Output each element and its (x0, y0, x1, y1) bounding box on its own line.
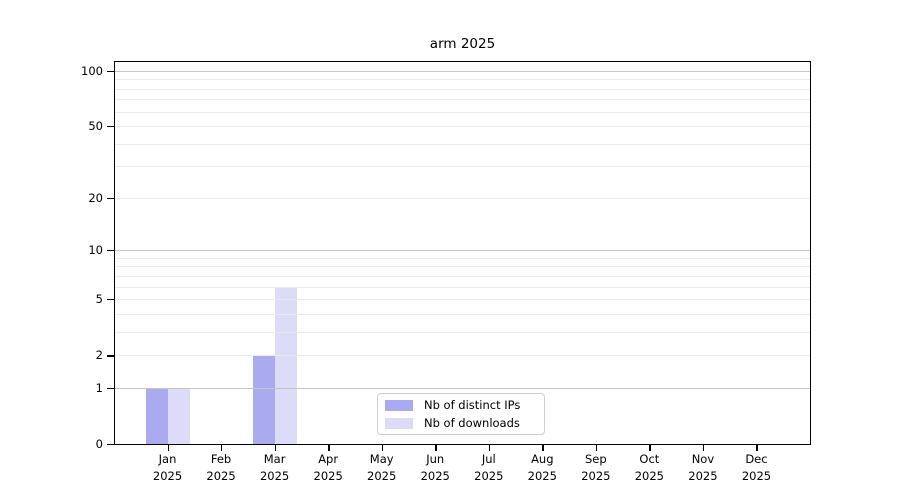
gridline-major (115, 70, 810, 72)
gridline-minor (115, 299, 810, 301)
legend-entry-downloads: Nb of downloads (385, 414, 544, 432)
y-tick-label: 0 (95, 437, 103, 451)
y-axis-tick (107, 126, 114, 128)
y-tick-label: 5 (95, 292, 103, 307)
gridline-minor (115, 355, 810, 357)
x-axis-tick (221, 445, 223, 451)
x-tick-label-year: 2025 (688, 468, 718, 483)
x-axis-tick (328, 445, 330, 451)
y-axis-tick (107, 299, 114, 301)
x-axis-tick (274, 445, 276, 451)
bar-nb-of-downloads-jan (167, 387, 190, 444)
x-axis-tick (488, 445, 491, 451)
bar-nb-of-distinct-ips-mar (252, 355, 275, 444)
y-tick-label: 20 (88, 190, 103, 205)
x-axis-tick (542, 445, 544, 451)
gridline-major (115, 387, 810, 389)
x-tick-label-year: 2025 (367, 468, 397, 483)
x-tick-label: Feb 2025 (193, 451, 249, 484)
y-axis-tick (107, 355, 114, 357)
gridline-minor (115, 126, 810, 127)
x-tick-label: Aug 2025 (514, 451, 570, 484)
y-axis-tick (107, 387, 114, 390)
y-tick-label: 2 (95, 348, 103, 363)
legend-swatch-distinct-ips-icon (385, 399, 413, 411)
x-axis-tick (595, 445, 598, 451)
x-tick-label: Oct 2025 (621, 451, 677, 484)
x-tick-label: Apr 2025 (300, 451, 356, 484)
y-tick-label: 50 (88, 119, 103, 134)
x-tick-label-year: 2025 (152, 468, 183, 483)
x-axis-tick (381, 445, 384, 451)
gridline-minor (115, 313, 810, 315)
y-axis-tick (107, 250, 114, 252)
y-tick-label: 1 (95, 380, 103, 395)
x-axis-tick (702, 445, 705, 451)
y-tick-label: 10 (88, 243, 103, 258)
legend-entry-distinct-ips: Nb of distinct IPs (385, 396, 544, 414)
legend-label-distinct-ips: Nb of distinct IPs (424, 398, 521, 412)
gridline-minor (115, 197, 810, 199)
x-axis-tick (756, 445, 758, 451)
gridline-minor (115, 331, 810, 333)
gridline-major (115, 250, 810, 252)
y-axis-tick (107, 70, 114, 73)
x-axis-tick (435, 445, 437, 451)
bar-nb-of-downloads-mar (274, 286, 297, 444)
gridline-minor (115, 99, 810, 101)
x-tick-label: Jan 2025 (140, 451, 196, 484)
legend-label-downloads: Nb of downloads (424, 416, 520, 430)
x-tick-label-year: 2025 (634, 468, 665, 483)
x-tick-label: Sep 2025 (568, 451, 624, 484)
x-tick-label: Dec 2025 (728, 451, 784, 484)
x-tick-label-year: 2025 (206, 468, 236, 483)
gridline-minor (115, 286, 810, 288)
gridline-minor (115, 88, 810, 90)
gridline-minor (115, 266, 810, 268)
gridline-minor (115, 79, 810, 81)
x-tick-label-year: 2025 (474, 468, 504, 483)
y-axis-tick (107, 197, 114, 200)
bar-nb-of-distinct-ips-jan (145, 387, 168, 444)
x-tick-label-year: 2025 (313, 468, 343, 483)
x-tick-label: Mar 2025 (247, 451, 303, 484)
x-tick-label-year: 2025 (581, 468, 611, 483)
x-axis-tick (167, 445, 169, 451)
gridline-minor (115, 143, 810, 145)
x-tick-label: Jun 2025 (407, 451, 463, 484)
x-tick-label-year: 2025 (741, 468, 772, 483)
gridline-minor (115, 275, 810, 277)
legend-swatch-downloads-icon (385, 417, 413, 429)
x-tick-label-year: 2025 (420, 468, 450, 483)
gridline-minor (115, 257, 810, 259)
x-axis-tick (649, 445, 651, 451)
x-tick-label: Nov 2025 (675, 451, 731, 484)
x-tick-label-year: 2025 (527, 468, 557, 483)
gridline-minor (115, 111, 810, 113)
x-tick-label: Jul 2025 (461, 451, 517, 484)
x-tick-label-year: 2025 (259, 468, 290, 483)
chart-title: arm 2025 (429, 36, 496, 52)
y-tick-label: 100 (81, 63, 103, 78)
legend: Nb of distinct IPs Nb of downloads (377, 393, 545, 435)
x-tick-label: May 2025 (354, 451, 410, 484)
gridline-minor (115, 166, 810, 168)
y-axis-tick (107, 444, 114, 446)
